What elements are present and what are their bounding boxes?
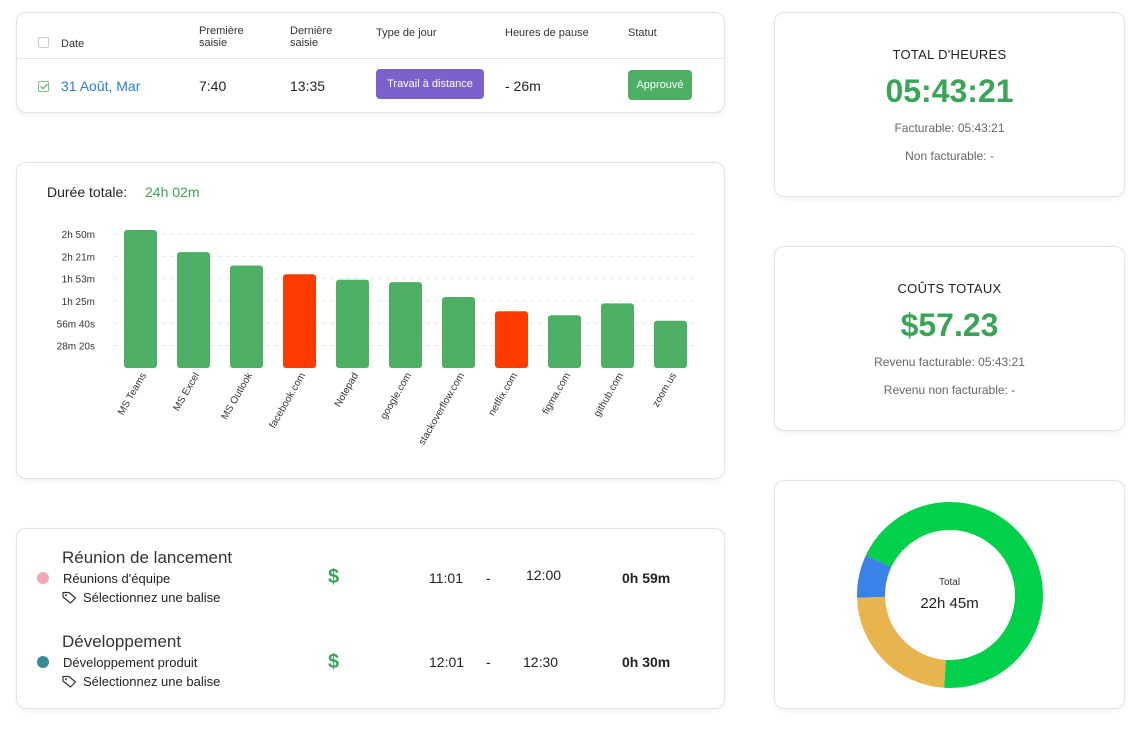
activity-category: Développement produit (63, 655, 198, 670)
select-all-checkbox[interactable] (38, 37, 49, 48)
time-separator: - (486, 570, 491, 586)
column-header-day-type[interactable]: Type de jour (376, 27, 437, 39)
duration: 0h 59m (622, 570, 671, 586)
total-cost-card: COÛTS TOTAUX $57.23 Revenu facturable: 0… (774, 246, 1125, 431)
bar-github-com[interactable] (601, 303, 634, 368)
billable-icon[interactable]: $ (328, 566, 340, 588)
non-billable-hours: Non facturable: - (905, 149, 994, 163)
chart-title: Durée totale: (47, 184, 128, 200)
total-cost-title: COÛTS TOTAUX (897, 281, 1002, 296)
column-header-first-entry[interactable]: Première saisie (199, 25, 244, 49)
y-tick-label: 28m 20s (57, 342, 95, 353)
tag-icon (62, 591, 77, 604)
day-type-badge[interactable]: Travail à distance (376, 69, 484, 99)
donut-chart (857, 502, 1043, 688)
activity-category: Réunions d'équipe (63, 571, 171, 586)
end-time[interactable]: 12:30 (523, 654, 559, 670)
x-tick-label: MS Excel (171, 371, 202, 413)
row-checkbox[interactable] (38, 81, 49, 92)
category-color-dot (37, 656, 49, 668)
bar-chart: 2h 50m 2h 21m 1h 53m 1h 25m 56m 40s 28m 20s MS… (57, 230, 697, 447)
x-tick-label: MS Teams (116, 371, 149, 417)
activity-title: Réunion de lancement (62, 548, 233, 567)
duration: 0h 30m (622, 654, 671, 670)
app-usage-chart-card: Durée totale: 24h 02m 2h 50m 2h 21m 1h 53m… (16, 162, 725, 479)
column-header-status[interactable]: Statut (628, 27, 657, 39)
timesheet-table-card: Date Première saisie Dernière saisie Typ… (16, 12, 725, 113)
bar-notepad[interactable] (336, 279, 369, 368)
bar-stackoverflow-com[interactable] (442, 297, 475, 368)
category-color-dot (37, 572, 49, 584)
total-hours-value: 05:43:21 (885, 73, 1014, 109)
bar-google-com[interactable] (389, 282, 422, 368)
status-badge[interactable]: Approuvé (628, 70, 692, 100)
bar-netflix-com[interactable] (495, 311, 528, 368)
donut-segment[interactable] (857, 502, 1043, 688)
y-tick-label: 2h 50m (62, 230, 95, 241)
tag-icon (62, 675, 77, 688)
bar-zoom-us[interactable] (654, 320, 687, 368)
total-hours-title: TOTAL D'HEURES (892, 47, 1007, 62)
time-separator: - (486, 654, 491, 670)
x-tick-label: Notepad (333, 371, 361, 409)
x-tick-label: netflix.com (487, 371, 520, 418)
billable-revenue: Revenu facturable: 05:43:21 (874, 355, 1025, 369)
start-time[interactable]: 12:01 (429, 654, 465, 670)
non-billable-revenue: Revenu non facturable: - (883, 383, 1016, 397)
activity-list-card: Réunion de lancement Réunions d'équipe S… (16, 528, 725, 709)
billable-icon[interactable]: $ (328, 651, 340, 673)
chart-total-value: 24h 02m (145, 184, 200, 200)
column-header-last-entry[interactable]: Dernière saisie (290, 25, 333, 49)
x-tick-label: stackoverflow.com (417, 371, 467, 447)
bar-ms-teams[interactable] (124, 230, 157, 368)
tag-label: Sélectionnez une balise (83, 674, 221, 689)
row-first-entry: 7:40 (199, 78, 227, 94)
y-tick-label: 2h 21m (62, 252, 95, 263)
start-time[interactable]: 11:01 (429, 570, 463, 586)
bar-facebook-com[interactable] (283, 274, 316, 368)
total-cost-value: $57.23 (900, 307, 999, 343)
x-tick-label: figma.com (541, 371, 574, 416)
time-donut-card: Total 22h 45m (774, 480, 1125, 709)
x-tick-label: zoom.us (651, 371, 679, 409)
select-tag-button[interactable]: Sélectionnez une balise (62, 590, 220, 605)
y-tick-label: 56m 40s (57, 319, 95, 330)
row-last-entry: 13:35 (290, 78, 326, 94)
total-hours-card: TOTAL D'HEURES 05:43:21 Facturable: 05:4… (774, 12, 1125, 197)
billable-hours: Facturable: 05:43:21 (894, 121, 1005, 135)
end-time[interactable]: 12:00 (526, 567, 562, 583)
column-header-date[interactable]: Date (61, 38, 85, 50)
column-header-break-hours[interactable]: Heures de pause (505, 27, 589, 39)
x-tick-label: github.com (592, 371, 626, 419)
bar-ms-outlook[interactable] (230, 265, 263, 368)
y-tick-label: 1h 53m (62, 275, 95, 286)
bar-ms-excel[interactable] (177, 252, 210, 368)
donut-segment[interactable] (857, 502, 1043, 688)
select-tag-button[interactable]: Sélectionnez une balise (62, 674, 220, 689)
y-tick-label: 1h 25m (62, 297, 95, 308)
row-date-link[interactable]: 31 Août, Mar (61, 78, 141, 94)
donut-total-value: 22h 45m (920, 595, 979, 612)
row-break: - 26m (505, 78, 541, 94)
header-divider (17, 58, 724, 59)
x-tick-label: google.com (379, 371, 414, 421)
x-tick-label: facebook.com (267, 371, 308, 430)
donut-label: Total (938, 577, 961, 588)
tag-label: Sélectionnez une balise (83, 590, 221, 605)
bar-figma-com[interactable] (548, 315, 581, 368)
activity-title: Développement (62, 632, 182, 651)
x-tick-label: MS Outlook (219, 370, 255, 422)
